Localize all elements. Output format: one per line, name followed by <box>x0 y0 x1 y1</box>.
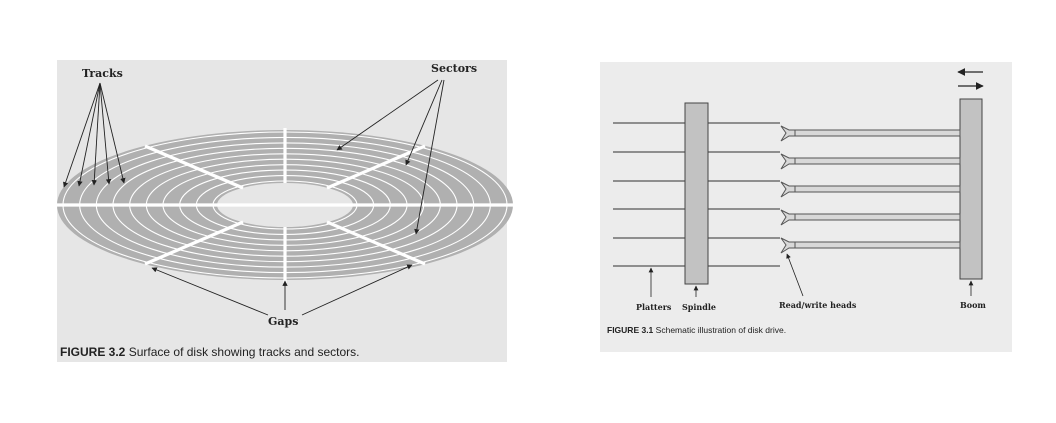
figure-3-2-caption: FIGURE 3.2 Surface of disk showing track… <box>60 345 359 359</box>
figure-3-1-panel <box>600 62 1012 352</box>
sectors-label: Sectors <box>431 62 477 75</box>
head-arm-2 <box>780 153 961 170</box>
boom-label: Boom <box>960 300 986 310</box>
boom-motion-arrows <box>957 68 984 90</box>
figure-3-2-number: FIGURE 3.2 <box>60 345 126 359</box>
tracks-label: Tracks <box>82 67 123 80</box>
gaps-label-group: Gaps <box>151 264 413 328</box>
figure-3-2-text: Surface of disk showing tracks and secto… <box>128 345 360 359</box>
sectors-label-group: Sectors <box>336 62 477 235</box>
sector-gaps <box>57 128 513 283</box>
gaps-label: Gaps <box>268 315 298 328</box>
drive-label-arrows <box>648 253 974 297</box>
head-arm-5 <box>780 237 961 254</box>
read-write-heads <box>780 125 961 254</box>
figure-3-1-number: FIGURE 3.1 <box>607 325 654 335</box>
disk-surface <box>57 128 513 283</box>
figure-3-1-text: Schematic illustration of disk drive. <box>655 325 787 335</box>
platters-label: Platters <box>636 302 672 312</box>
head-arm-1 <box>780 125 961 142</box>
spindle <box>684 102 709 285</box>
boom <box>959 98 983 280</box>
head-arm-4 <box>780 209 961 226</box>
sectors-arrows <box>336 79 445 235</box>
gaps-arrows <box>151 264 413 316</box>
head-arm-3 <box>780 181 961 198</box>
tracks-arrows <box>63 82 126 188</box>
figure-3-1-caption: FIGURE 3.1 Schematic illustration of dis… <box>607 325 786 335</box>
read-write-heads-label: Read/write heads <box>779 300 857 310</box>
spindle-label: Spindle <box>682 302 716 312</box>
tracks-label-group: Tracks <box>63 67 126 188</box>
